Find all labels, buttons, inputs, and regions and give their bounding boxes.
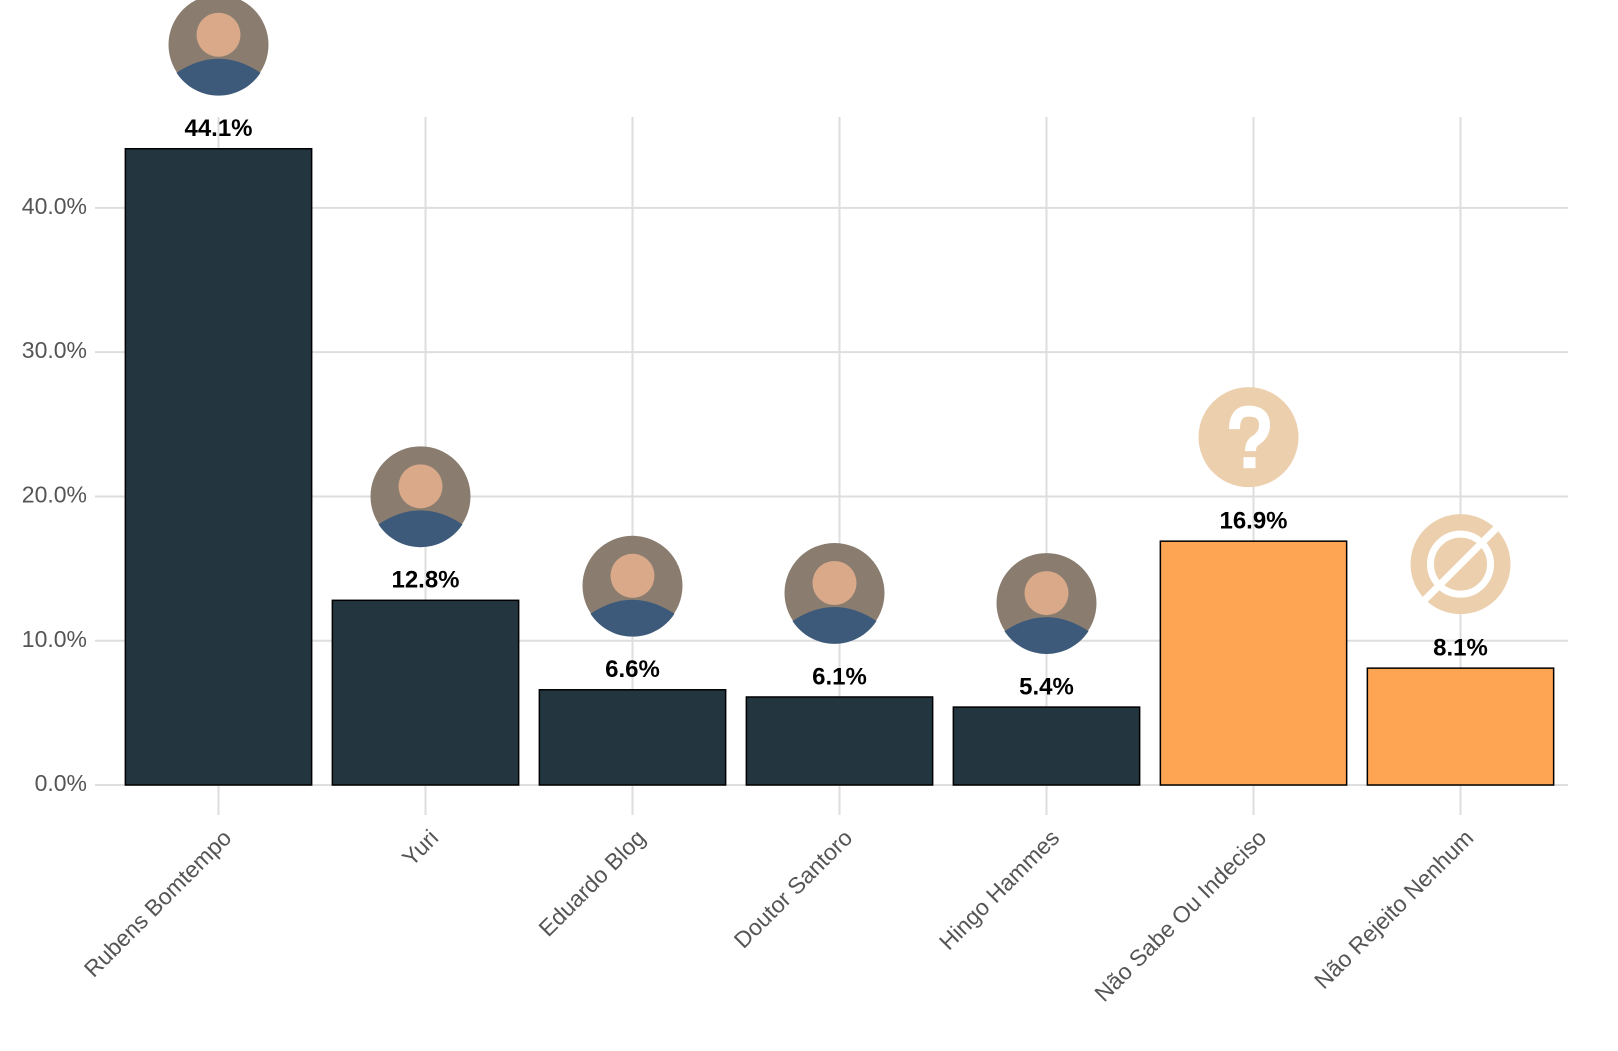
y-tick-label: 10.0% — [22, 626, 87, 652]
empty-set-slash — [1422, 525, 1499, 603]
bar — [745, 696, 934, 786]
value-label: 44.1% — [184, 115, 252, 142]
x-tick-label: Eduardo Blog — [533, 824, 650, 941]
candidate-photo — [996, 553, 1097, 654]
empty-set-ring — [1427, 530, 1494, 598]
icon — [1198, 387, 1299, 488]
x-tick-label: Não Sabe Ou Indeciso — [1089, 824, 1271, 1006]
x-tick-label: Doutor Santoro — [729, 824, 858, 953]
icon-circle — [1198, 387, 1299, 488]
candidate-photo — [784, 542, 885, 644]
question-icon — [1229, 405, 1271, 452]
value-label: 6.1% — [812, 663, 867, 690]
value-label: 12.8% — [391, 567, 459, 594]
y-tick-label: 30.0% — [22, 337, 87, 363]
bar — [1366, 667, 1555, 786]
bar — [1159, 540, 1348, 786]
value-label: 5.4% — [1019, 673, 1074, 700]
icon — [1410, 514, 1511, 615]
value-label: 6.6% — [605, 656, 660, 683]
x-tick-label: Rubens Bomtempo — [79, 824, 237, 982]
bar — [538, 689, 727, 786]
bar — [124, 147, 313, 786]
icon — [370, 446, 471, 548]
icon — [784, 542, 885, 644]
candidate-photo — [582, 535, 683, 637]
bar — [952, 706, 1141, 786]
y-tick-label: 20.0% — [22, 482, 87, 508]
icon — [996, 553, 1097, 654]
value-label: 16.9% — [1219, 508, 1287, 535]
y-tick-label: 0.0% — [35, 770, 87, 796]
icon — [582, 535, 683, 637]
question-dot — [1243, 457, 1256, 469]
x-tick-label: Hingo Hammes — [934, 824, 1064, 954]
candidate-photo — [168, 0, 269, 96]
y-tick-label: 40.0% — [22, 193, 87, 219]
candidate-photo — [370, 446, 471, 548]
icon — [168, 0, 269, 96]
x-tick-label: Yuri — [397, 824, 443, 870]
value-label: 8.1% — [1433, 634, 1488, 661]
x-tick-label: Não Rejeito Nenhum — [1309, 824, 1478, 993]
bar — [331, 599, 520, 786]
